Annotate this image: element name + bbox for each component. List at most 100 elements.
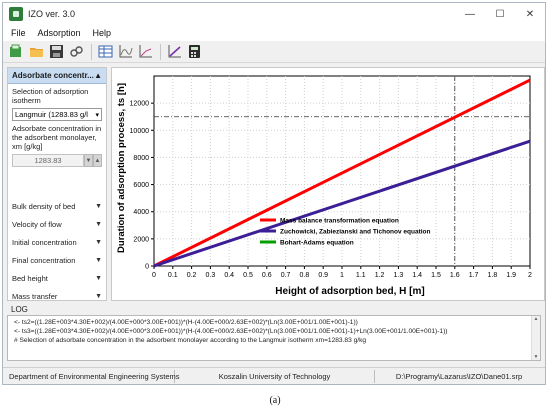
close-button[interactable]: ✕ <box>525 8 535 20</box>
window-title: IZO ver. 3.0 <box>28 9 76 19</box>
x-tick-label: 0 <box>152 272 156 279</box>
x-tick-label: 0.4 <box>224 272 234 279</box>
log-line: # Selection of adsorbate concentration i… <box>14 337 367 344</box>
menu-bar: File Adsorption Help <box>3 25 545 41</box>
x-tick-label: 2 <box>528 272 532 279</box>
section-bed-height[interactable]: Bed height ▼ <box>8 269 106 287</box>
x-tick-label: 0.5 <box>243 272 253 279</box>
section-bulk-density[interactable]: Bulk density of bed ▼ <box>8 197 106 215</box>
log-line: <- ts3=((1.28E+003*4.30E+002)/(4.00E+000… <box>14 328 448 335</box>
open-folder-icon[interactable] <box>27 43 45 61</box>
log-box[interactable]: <- ts2=((1.28E+003*4.30E+002)/(4.00E+000… <box>7 315 541 361</box>
status-file-path: D:\Programy\Lazarus\IZO\Dane01.srp <box>395 371 523 381</box>
chart-line-icon[interactable] <box>136 43 154 61</box>
caret-down-icon: ▼ <box>95 256 102 264</box>
status-department: Department of Environmental Engineering … <box>3 369 180 383</box>
concentration-input[interactable]: 1283.83 <box>12 154 84 167</box>
x-tick-label: 1.3 <box>394 272 404 279</box>
new-file-icon[interactable] <box>7 43 25 61</box>
isotherm-select[interactable]: Langmuir (1283.83 g/l ▾ <box>12 108 102 121</box>
section-label: Bed height <box>12 273 48 283</box>
log-scrollbar[interactable]: ▲ ▼ <box>531 316 540 360</box>
log-label: LOG <box>11 305 28 314</box>
isotherm-label: Selection of adsorption isotherm <box>12 87 89 105</box>
caret-down-icon: ▼ <box>95 238 102 246</box>
save-icon[interactable] <box>47 43 65 61</box>
spin-down-icon[interactable]: ▼ <box>84 154 93 167</box>
x-tick-label: 1.2 <box>375 272 385 279</box>
log-line: <- ts2=((1.28E+003*4.30E+002)/(4.00E+000… <box>14 319 358 326</box>
x-tick-label: 0.6 <box>262 272 272 279</box>
y-tick-label: 4000 <box>133 209 149 216</box>
y-tick-label: 6000 <box>133 182 149 189</box>
section-label: Final concentration <box>12 255 76 265</box>
scroll-down-icon[interactable]: ▼ <box>533 354 539 360</box>
section-label: Initial concentration <box>12 237 77 247</box>
chevron-up-icon: ▲ <box>94 71 102 80</box>
y-tick-label: 0 <box>145 264 149 271</box>
x-tick-label: 0.2 <box>187 272 197 279</box>
section-final-concentration[interactable]: Final concentration ▼ <box>8 251 106 269</box>
x-tick-label: 1.8 <box>488 272 498 279</box>
app-window: IZO ver. 3.0 — ☐ ✕ File Adsorption Help <box>2 2 546 385</box>
x-tick-label: 0.1 <box>168 272 178 279</box>
window-controls: — ☐ ✕ <box>455 3 545 25</box>
caret-down-icon: ▼ <box>95 274 102 282</box>
x-tick-label: 1.4 <box>412 272 422 279</box>
menu-file[interactable]: File <box>11 28 26 38</box>
section-label: Velocity of flow <box>12 219 62 229</box>
y-tick-label: 8000 <box>133 155 149 162</box>
app-icon <box>9 7 23 21</box>
menu-adsorption[interactable]: Adsorption <box>37 28 81 38</box>
y-tick-label: 2000 <box>133 236 149 243</box>
spin-up-icon[interactable]: ▲ <box>93 154 102 167</box>
y-axis-label: Duration of adsorption process, ts [h] <box>116 83 127 253</box>
x-tick-label: 0.8 <box>300 272 310 279</box>
isotherm-select-value: Langmuir (1283.83 g/l <box>15 110 88 119</box>
x-tick-label: 1.6 <box>450 272 460 279</box>
chevron-down-icon: ▾ <box>95 111 99 119</box>
sidebar-header[interactable]: Adsorbate concentr... ▲ <box>8 68 106 84</box>
x-tick-label: 1.5 <box>431 272 441 279</box>
minimize-button[interactable]: — <box>465 8 475 20</box>
figure-caption: (a) <box>269 395 281 406</box>
section-label: Mass transfer <box>12 291 58 301</box>
calculator-icon[interactable] <box>185 43 203 61</box>
legend-entry: Bohart-Adams equation <box>280 240 354 247</box>
maximize-button[interactable]: ☐ <box>495 8 505 20</box>
parameter-sidebar: Adsorbate concentr... ▲ Selection of ads… <box>7 67 107 301</box>
caret-down-icon: ▼ <box>95 292 102 300</box>
title-bar[interactable]: IZO ver. 3.0 — ☐ ✕ <box>3 3 545 25</box>
chart-panel[interactable]: 0 0.1 0.2 0.3 0.4 0.5 0.6 0.7 0.8 0.9 1 1.1 1.2 1.3 1.… <box>111 67 545 301</box>
concentration-label: Adsorbate concentration in the adsorbent… <box>12 124 102 151</box>
x-tick-label: 0.3 <box>206 272 216 279</box>
legend-entry: Zuchowicki, Zabiezianski and Tichonov eq… <box>280 229 431 236</box>
section-label: Bulk density of bed <box>12 201 76 211</box>
concentration-spinner[interactable]: 1283.83 ▼ ▲ <box>12 154 102 167</box>
series-line-0 <box>153 78 531 268</box>
x-tick-label: 1.1 <box>356 272 366 279</box>
adsorption-chart[interactable]: 0 0.1 0.2 0.3 0.4 0.5 0.6 0.7 0.8 0.9 1 1.1 1.2 1.3 1.… <box>112 68 544 300</box>
section-mass-transfer[interactable]: Mass transfer ▼ <box>8 287 106 305</box>
toolbar <box>3 41 545 63</box>
sidebar-header-label: Adsorbate concentr... <box>12 71 94 80</box>
x-tick-label: 1.9 <box>506 272 516 279</box>
section-velocity-of-flow[interactable]: Velocity of flow ▼ <box>8 215 106 233</box>
x-tick-label: 0.7 <box>281 272 291 279</box>
x-tick-label: 1 <box>340 272 344 279</box>
y-tick-label: 12000 <box>130 101 150 108</box>
caret-down-icon: ▼ <box>95 202 102 210</box>
status-bar: Department of Environmental Engineering … <box>3 367 545 384</box>
x-tick-label: 0.9 <box>318 272 328 279</box>
chart-curve-icon[interactable] <box>116 43 134 61</box>
series-line-1 <box>153 139 531 268</box>
caret-down-icon: ▼ <box>95 220 102 228</box>
chart-purple-icon[interactable] <box>165 43 183 61</box>
menu-help[interactable]: Help <box>92 28 112 38</box>
table-icon[interactable] <box>96 43 114 61</box>
x-tick-label: 1.7 <box>469 272 479 279</box>
section-initial-concentration[interactable]: Initial concentration ▼ <box>8 233 106 251</box>
x-axis-label: Height of adsorption bed, H [m] <box>275 286 424 297</box>
scroll-up-icon[interactable]: ▲ <box>533 316 539 322</box>
link-icon[interactable] <box>67 43 85 61</box>
